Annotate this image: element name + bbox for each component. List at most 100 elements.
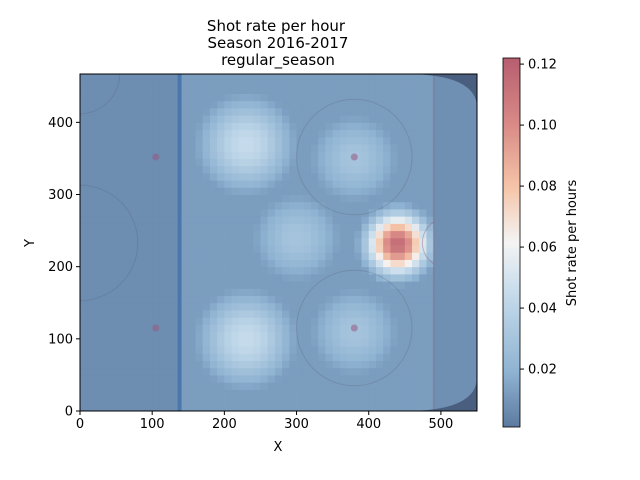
heatmap-cell [347,331,355,340]
heatmap-cell [303,223,312,232]
heatmap-cell [159,74,168,80]
heatmap-cell [289,115,298,123]
heatmap-cell [195,374,204,383]
heatmap-cell [448,187,456,196]
heatmap-cell [274,245,283,253]
heatmap-cell [419,115,427,123]
heatmap-cell [440,338,449,347]
heatmap-cell [310,360,319,369]
heatmap-cell [448,93,456,102]
heatmap-cell [217,122,225,131]
heatmap-cell [412,295,420,304]
heatmap-cell [433,172,442,181]
heatmap-cell [108,309,117,318]
heatmap-cell [94,259,103,268]
heatmap-cell [231,216,240,224]
heatmap-cell [144,165,153,174]
heatmap-cell [375,93,384,102]
heatmap-cell [188,338,196,347]
heatmap-cell [231,324,240,333]
heatmap-cell [397,180,406,188]
heatmap-cell [419,74,427,80]
heatmap-cell [253,74,261,80]
heatmap-cell [433,302,442,311]
heatmap-cell [296,266,305,275]
heatmap-cell [347,252,355,260]
heatmap-cell [354,74,363,80]
heatmap-cell [469,230,477,239]
heatmap-cell [202,122,211,131]
heatmap-cell [267,122,276,131]
heatmap-cell [419,216,427,224]
heatmap-cell [202,237,211,246]
heatmap-cell [325,208,334,217]
heatmap-cell [404,93,413,102]
heatmap-cell [166,115,175,123]
heatmap-cell [260,180,269,188]
heatmap-cell [123,187,132,196]
heatmap-cell [310,79,319,87]
heatmap-cell [404,317,413,325]
heatmap-cell [397,331,406,340]
heatmap-cell [224,331,233,340]
heatmap-cell [152,245,160,253]
heatmap-cell [412,338,420,347]
heatmap-cell [462,389,471,398]
heatmap-cell [455,208,464,217]
heatmap-cell [246,374,254,383]
heatmap-cell [253,122,261,131]
heatmap-cell [87,86,95,94]
heatmap-cell [274,317,283,325]
heatmap-cell [310,382,319,390]
heatmap-cell [101,403,110,411]
heatmap-cell [87,302,95,311]
heatmap-cell [354,295,363,304]
heatmap-cell [318,216,326,224]
heatmap-cell [202,288,211,297]
heatmap-cell [318,259,326,268]
heatmap-cell [426,346,435,354]
heatmap-cell [332,273,341,282]
heatmap-cell [426,266,435,275]
y-tick-label: 100 [48,332,73,347]
heatmap-cell [296,230,305,239]
heatmap-cell [347,302,355,311]
heatmap-cell [347,201,355,210]
heatmap-cell [253,338,261,347]
heatmap-cell [209,230,218,239]
heatmap-cell [332,74,341,80]
heatmap-cell [325,230,334,239]
heatmap-cell [419,230,427,239]
heatmap-cell [404,86,413,94]
heatmap-cell [116,338,124,347]
heatmap-cell [383,129,391,138]
heatmap-cell [195,360,204,369]
heatmap-cell [419,389,427,398]
heatmap-cell [116,273,124,282]
heatmap-cell [339,107,348,116]
heatmap-cell [137,309,146,318]
heatmap-cell [310,317,319,325]
heatmap-cell [339,302,348,311]
heatmap-cell [383,367,391,376]
heatmap-cell [101,360,110,369]
heatmap-cell [217,309,225,318]
heatmap-cell [130,245,139,253]
heatmap-cell [188,295,196,304]
heatmap-cell [159,259,168,268]
heatmap-cell [339,382,348,390]
heatmap-cell [325,309,334,318]
heatmap-cell [130,281,139,289]
heatmap-cell [296,93,305,102]
heatmap-cell [274,223,283,232]
heatmap-cell [80,74,88,80]
heatmap-cell [195,216,204,224]
heatmap-cell [231,180,240,188]
heatmap-cell [159,136,168,145]
heatmap-cell [231,252,240,260]
heatmap-cell [318,252,326,260]
heatmap-cell [354,252,363,260]
heatmap-cell [282,115,290,123]
heatmap-cell [375,252,384,260]
heatmap-cell [339,194,348,203]
